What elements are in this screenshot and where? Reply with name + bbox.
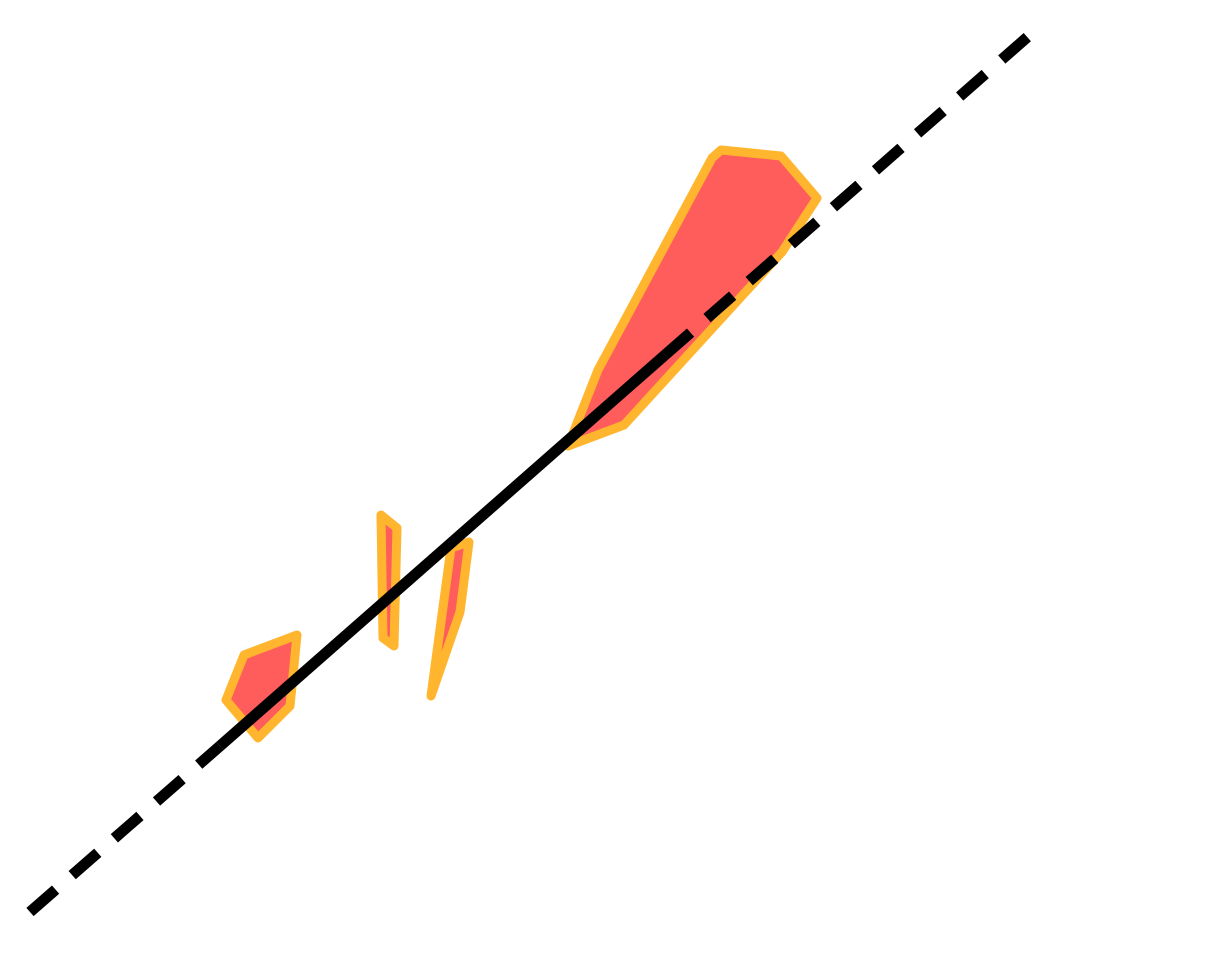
axis-line-group bbox=[26, 28, 1036, 917]
region-group bbox=[221, 145, 822, 743]
dashed-line-upper bbox=[661, 28, 1036, 360]
solid-line-segment bbox=[216, 350, 669, 751]
pentagon-region bbox=[221, 630, 302, 743]
large-region bbox=[563, 145, 822, 451]
thin-vertical-region bbox=[376, 510, 402, 651]
thin-slanted-region bbox=[426, 537, 474, 701]
dashed-line-lower bbox=[26, 741, 224, 917]
